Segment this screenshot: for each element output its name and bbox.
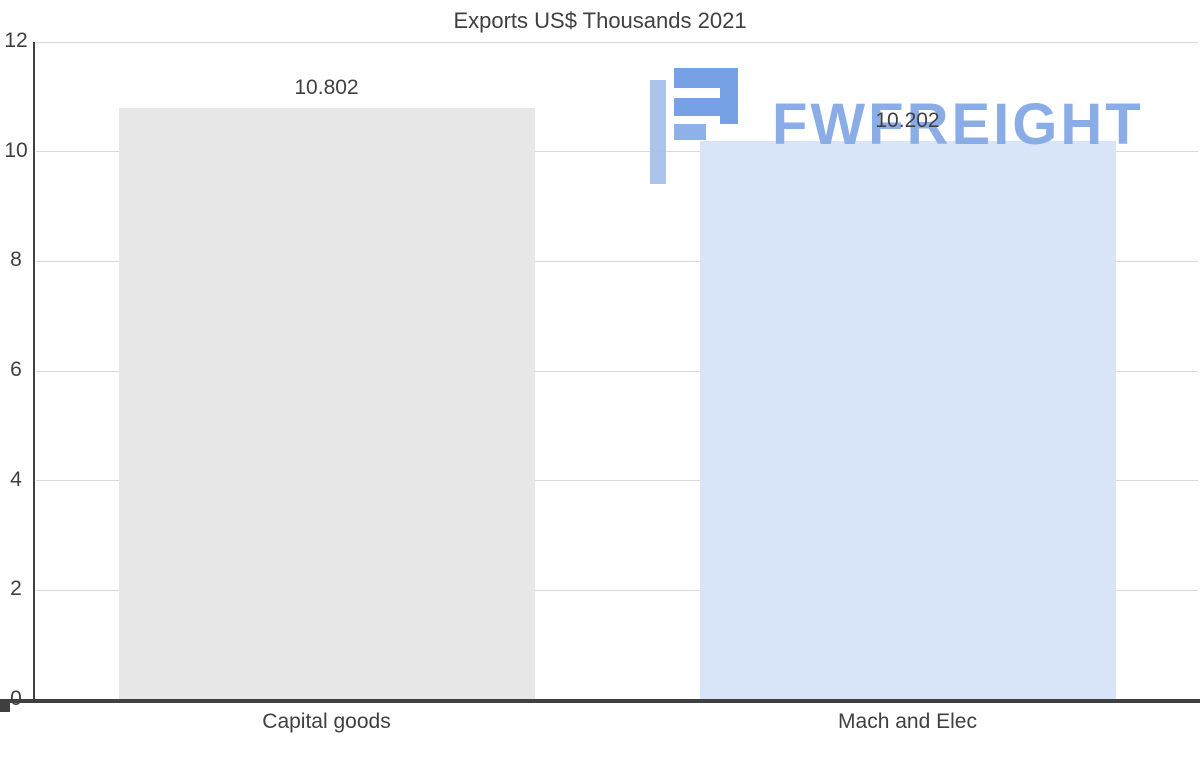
axis-corner-mark: [0, 699, 10, 712]
gridline: [36, 589, 1198, 591]
y-tick-label: 10: [4, 138, 28, 162]
y-tick-label: 0: [10, 687, 22, 710]
y-tick-label: 8: [10, 248, 22, 272]
gridline: [36, 151, 1198, 153]
y-tick-label: 6: [10, 358, 22, 381]
x-category-label: Capital goods: [262, 710, 391, 733]
fwfreight-logo-watermark: FWFREIGHT: [648, 64, 1144, 186]
fwfreight-logo-text: FWFREIGHT: [772, 92, 1144, 157]
x-category-label: Mach and Elec: [838, 710, 977, 733]
gridline: [36, 260, 1198, 262]
y-tick-label: 4: [10, 467, 22, 491]
y-tick-label: 2: [10, 577, 22, 601]
fwfreight-logo-icon: [650, 68, 738, 184]
bar-value-label: 10.802: [294, 75, 359, 99]
gridline: [36, 480, 1198, 482]
gridline: [36, 370, 1198, 372]
bar-capital-goods: [118, 107, 535, 700]
bar-mach-and-elec: [699, 140, 1116, 700]
y-tick-label: 12: [4, 29, 28, 52]
bar-value-label: 10.202: [875, 108, 940, 132]
y-axis-line: [33, 42, 35, 702]
x-axis-line: [0, 699, 1200, 703]
gridline: [36, 41, 1198, 43]
chart-title: Exports US$ Thousands 2021: [453, 8, 747, 33]
